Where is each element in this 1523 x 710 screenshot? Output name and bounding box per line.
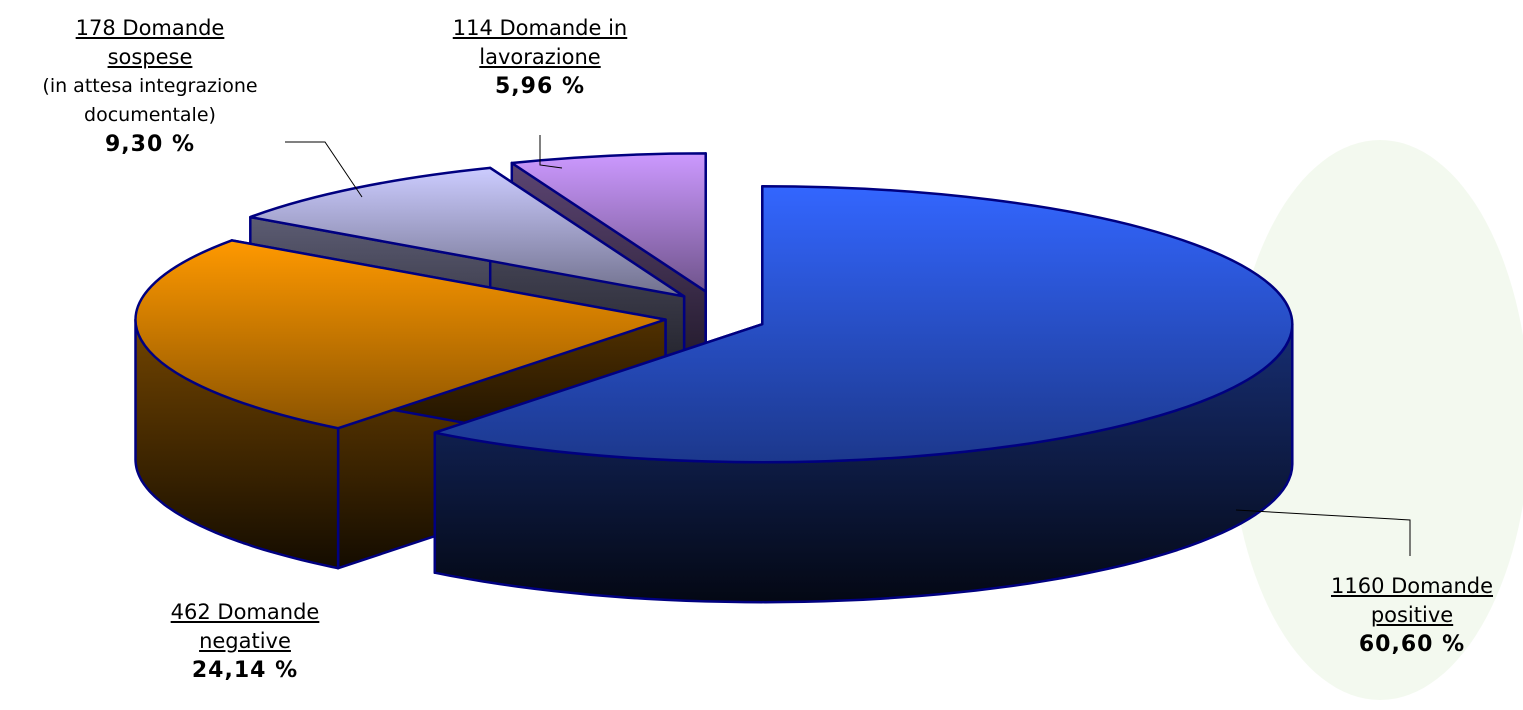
annotation: (in attesa integrazione documentale) — [42, 75, 258, 126]
background-shape — [1230, 140, 1523, 700]
slice-label: 178 Domande sospese (in attesa integrazio… — [5, 14, 295, 159]
pie-slice — [433, 184, 1294, 604]
value-label: 60,60 % — [1358, 632, 1466, 657]
category-label: 114 Domande in lavorazione — [452, 16, 628, 69]
slice-top — [134, 239, 667, 430]
category-label: 1160 Domande positive — [1330, 574, 1494, 627]
leader-line — [285, 141, 363, 198]
slice-top — [433, 184, 1294, 464]
leader-lines — [285, 135, 1411, 556]
leader-line — [1235, 509, 1411, 556]
value-label: 5,96 % — [495, 74, 585, 99]
slice-label: 1160 Domande positive 60,60 % — [1297, 572, 1523, 659]
slice-top — [510, 152, 707, 293]
value-label: 24,14 % — [191, 658, 299, 683]
background — [1230, 140, 1523, 700]
value-label: 9,30 % — [105, 132, 195, 157]
category-label: 462 Domande negative — [170, 600, 320, 653]
slice-label: 114 Domande in lavorazione 5,96 % — [430, 14, 650, 101]
leader-line — [539, 135, 563, 169]
category-label: 178 Domande sospese — [75, 16, 225, 69]
slice-label: 462 Domande negative 24,14 % — [130, 598, 360, 685]
